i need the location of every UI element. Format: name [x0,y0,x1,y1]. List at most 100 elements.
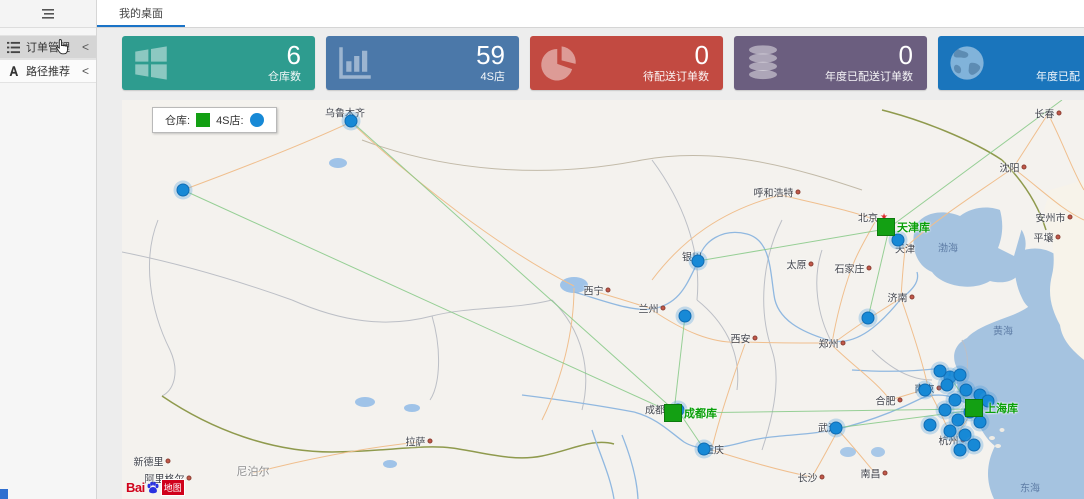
city-label: 长沙 [798,470,825,485]
store-legend-swatch [249,113,264,127]
warehouse-marker[interactable]: 成都库 [664,404,717,422]
city-label: 乌鲁木齐 [325,108,365,120]
city-label: 太原 [787,257,814,272]
baidu-paw-icon [146,481,160,495]
city-label: 西安 [731,331,758,346]
city-label: 安州市 [1036,210,1073,225]
store-marker[interactable] [953,368,967,382]
stat-label: 年度已配 [1036,71,1080,83]
route-line [350,120,676,412]
stat-value: 59 [476,40,505,70]
globe-icon [946,42,1004,84]
city-dot-icon [882,470,888,476]
store-marker[interactable] [940,378,954,392]
stat-card: 0 年度已配送订单数 [734,36,927,90]
stat-label: 待配送订单数 [643,71,709,83]
windows-icon [130,42,188,84]
route-line [889,100,1063,228]
city-dot-icon [660,305,666,311]
store-marker[interactable] [943,424,957,438]
store-marker[interactable] [938,403,952,417]
city-dot-icon [427,438,433,444]
sea-label: 黄海 [993,326,1013,338]
warehouse-marker[interactable]: 天津库 [877,218,930,236]
dashboard: 6 仓库数 59 4S店 0 待配送订单数 0 年度已配送订单数 年度已配 [97,28,1084,499]
city-dot-icon [840,340,846,346]
city-label: 天津 [895,244,915,256]
store-marker[interactable] [923,418,937,432]
route-line [182,189,674,414]
baidu-logo: Bai 地图 [126,479,185,496]
sidebar-item-label: 订单管理 [26,42,70,54]
store-marker[interactable] [918,383,932,397]
store-marker[interactable] [176,183,190,197]
city-label: 平壤 [1034,230,1061,245]
city-dot-icon [819,474,825,480]
route-lines-layer [182,100,1063,450]
map-tiles [122,100,1084,499]
store-marker[interactable] [967,438,981,452]
warehouse-square-icon [965,399,983,417]
legend-warehouse-label: 仓库: [165,115,191,127]
city-label: 呼和浩特 [754,185,801,200]
city-label: 西宁 [584,283,611,298]
stat-card: 0 待配送订单数 [530,36,723,90]
store-marker[interactable] [951,413,965,427]
sidebar-item-route-recommend[interactable]: 路径推荐 < [0,59,96,83]
city-label: 南昌 [861,466,888,481]
store-marker[interactable] [691,254,705,268]
tab-my-desktop[interactable]: 我的桌面 [97,0,185,27]
city-label: 石家庄 [835,261,872,276]
store-marker[interactable] [959,383,973,397]
baidu-brand-text: Bai [126,480,145,495]
city-dot-icon [1056,110,1062,116]
city-label: 合肥 [876,393,903,408]
city-dot-icon [909,294,915,300]
city-label: 新德里 [134,454,171,469]
sidebar-nav: 订单管理 < 路径推荐 < [0,35,96,83]
sea-label: 渤海 [938,243,958,255]
store-marker[interactable] [973,415,987,429]
pie-chart-icon [538,42,596,84]
city-label: 尼泊尔 [236,466,270,478]
store-marker[interactable] [933,364,947,378]
stat-card: 59 4S店 [326,36,519,90]
collapse-chevron-icon: < [81,64,89,78]
city-dot-icon [186,475,192,481]
store-marker[interactable] [958,428,972,442]
warehouse-label: 天津库 [897,222,930,234]
stat-card: 6 仓库数 [122,36,315,90]
warehouse-square-icon [664,404,682,422]
store-marker[interactable] [948,393,962,407]
sidebar-item-order-management[interactable]: 订单管理 < [0,35,96,59]
store-marker[interactable] [861,311,875,325]
city-label: 拉萨 [406,434,433,449]
store-marker[interactable] [697,442,711,456]
store-marker[interactable] [891,233,905,247]
city-label: 济南 [888,290,915,305]
city-dot-icon [808,261,814,267]
stat-cards-row: 6 仓库数 59 4S店 0 待配送订单数 0 年度已配送订单数 年度已配 [122,36,1084,90]
list-icon [7,40,21,54]
warehouse-label: 成都库 [684,408,717,420]
store-marker[interactable] [829,421,843,435]
baidu-map[interactable]: 乌鲁木齐呼和浩特北京★天津长春沈阳安州市平壤银川太原石家庄济南西宁兰州西安郑州南… [122,100,1084,499]
route-line [673,315,686,413]
city-label: 北京 ★ [857,211,889,225]
stat-value: 0 [694,40,709,70]
collapse-chevron-icon: < [81,40,89,54]
store-marker[interactable] [953,443,967,457]
sidebar-toggle-icon[interactable] [40,8,56,20]
city-dot-icon [897,397,903,403]
store-marker[interactable] [344,114,358,128]
city-label: 沈阳 [1000,160,1027,175]
stat-label: 年度已配送订单数 [825,71,913,83]
city-dot-icon [1055,234,1061,240]
bar-chart-icon [334,42,392,84]
map-legend: 仓库: 4S店: [152,107,277,133]
store-marker[interactable] [678,309,692,323]
tab-bar: 我的桌面 [97,0,1084,28]
stat-card: 年度已配 [938,36,1084,90]
warehouse-marker[interactable]: 上海库 [965,399,1018,417]
